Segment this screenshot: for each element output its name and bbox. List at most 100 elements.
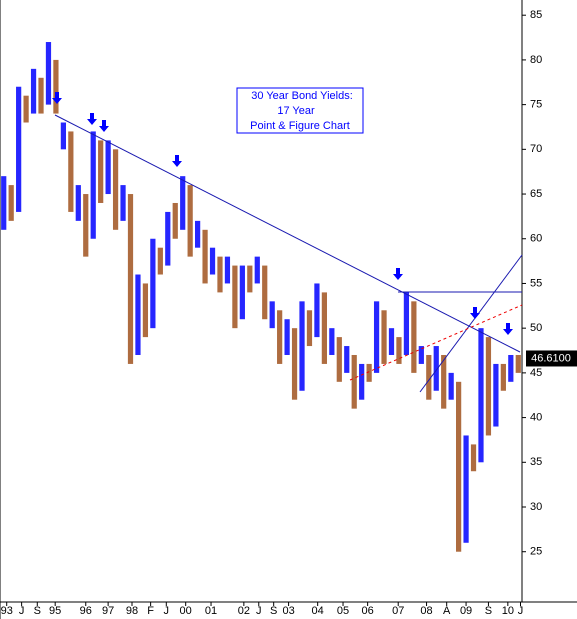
y-tick-label: 60 — [530, 233, 542, 245]
x-tick-label: 95 — [49, 605, 61, 617]
y-tick-label: 75 — [530, 99, 542, 111]
o-column — [262, 265, 268, 320]
o-column — [381, 310, 387, 364]
o-column — [411, 301, 417, 373]
x-tick-label: A — [443, 605, 451, 617]
o-column — [366, 363, 372, 382]
x-tick-label: 96 — [80, 605, 92, 617]
o-column — [172, 202, 178, 239]
o-column — [202, 229, 208, 284]
x-tick-label: 04 — [312, 605, 324, 617]
o-column — [470, 444, 477, 472]
x-tick-label: 00 — [180, 605, 192, 617]
last-value-label: 46.6100 — [531, 352, 571, 364]
o-column — [426, 354, 432, 400]
o-column — [247, 265, 253, 293]
x-tick-label: 97 — [102, 605, 114, 617]
arrow — [503, 323, 513, 335]
o-column — [485, 337, 492, 436]
x-column — [508, 354, 514, 382]
y-tick-label: 50 — [530, 322, 542, 334]
x-column — [209, 247, 216, 275]
x-column — [120, 185, 126, 221]
x-column — [165, 211, 171, 266]
x-column — [45, 42, 52, 105]
y-tick-label: 80 — [530, 54, 542, 66]
annotation: 17 Year — [277, 105, 315, 117]
x-tick-label: 06 — [362, 605, 374, 617]
x-column — [463, 435, 469, 543]
x-tick-label: S — [485, 605, 492, 617]
trendline — [419, 254, 523, 393]
x-column — [90, 131, 96, 239]
arrow — [393, 268, 403, 280]
x-column — [388, 328, 395, 355]
x-column — [284, 319, 290, 355]
x-column — [75, 185, 81, 221]
x-column — [254, 256, 260, 284]
x-column — [433, 346, 439, 391]
x-tick-label: J — [256, 605, 262, 617]
annotation: Point & Figure Chart — [250, 120, 350, 132]
annotation: 30 Year Bond Yields: — [251, 90, 353, 102]
y-tick-label: 45 — [530, 367, 542, 379]
o-column — [83, 194, 89, 257]
x-column — [478, 328, 484, 463]
o-column — [8, 185, 14, 221]
x-column — [373, 301, 380, 373]
y-tick-label: 30 — [530, 501, 542, 513]
x-tick-label: J — [19, 605, 25, 617]
o-column — [157, 247, 163, 275]
o-column — [396, 337, 402, 364]
trendline — [54, 114, 521, 353]
x-column — [269, 301, 275, 329]
o-column — [112, 149, 119, 230]
x-tick-label: S — [270, 605, 277, 617]
arrows — [52, 92, 513, 335]
x-column — [359, 363, 365, 400]
o-column — [217, 256, 223, 293]
x-column — [150, 238, 156, 329]
x-tick-label: 08 — [420, 605, 432, 617]
arrow — [470, 307, 480, 319]
o-column — [277, 310, 283, 364]
x-tick-label: S — [34, 605, 41, 617]
annotation-box — [236, 87, 364, 134]
x-column — [299, 301, 305, 391]
x-column — [105, 140, 111, 195]
x-column — [180, 176, 186, 230]
o-column — [351, 354, 357, 409]
x-column — [344, 346, 350, 373]
y-tick-label: 70 — [530, 143, 542, 155]
o-column — [441, 354, 447, 409]
x-tick-label: 98 — [126, 605, 138, 617]
x-tick-label: 03 — [282, 605, 294, 617]
arrow — [52, 92, 62, 104]
x-column — [60, 122, 66, 150]
x-tick-label: 93 — [1, 605, 13, 617]
y-tick-label: 85 — [530, 9, 542, 21]
o-column — [23, 95, 29, 123]
o-column — [456, 381, 462, 552]
o-column — [127, 194, 134, 364]
o-column — [38, 77, 44, 114]
y-tick-label: 55 — [530, 277, 542, 289]
o-column — [515, 354, 521, 373]
arrow — [99, 120, 109, 132]
x-column — [16, 86, 22, 212]
x-tick-label: J — [518, 605, 524, 617]
x-column — [329, 328, 335, 355]
x-tick-label: 05 — [337, 605, 349, 617]
o-column — [98, 140, 104, 203]
x-tick-label: 09 — [460, 605, 472, 617]
x-tick-label: J — [164, 605, 170, 617]
o-column — [187, 185, 193, 257]
x-column — [195, 220, 201, 248]
x-column — [403, 292, 410, 355]
trendline — [349, 304, 523, 381]
x-column — [493, 363, 499, 427]
x-tick-label: F — [147, 605, 154, 617]
y-tick-label: 40 — [530, 411, 542, 423]
o-column — [232, 265, 238, 329]
